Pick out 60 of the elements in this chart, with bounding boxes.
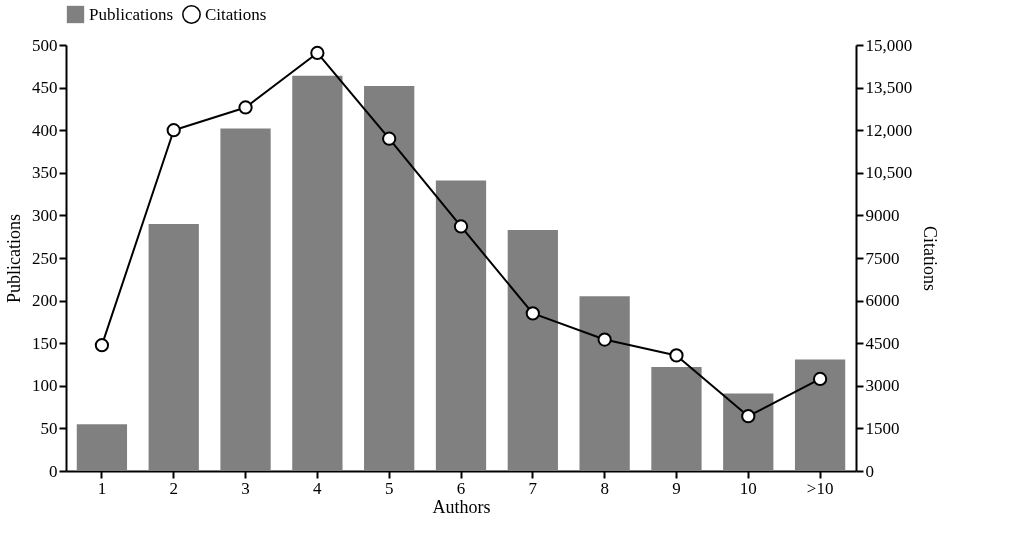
y-tick-label: 0 bbox=[49, 461, 58, 481]
point bbox=[382, 131, 397, 146]
y2-tick-label: 4500 bbox=[865, 333, 900, 353]
y2-tick-label: 15,000 bbox=[865, 35, 913, 55]
x-tick-label: 5 bbox=[384, 478, 394, 498]
x-tick-label: >10 bbox=[806, 478, 834, 498]
bar bbox=[364, 85, 415, 471]
bar bbox=[292, 75, 343, 471]
x-tick-label: 8 bbox=[600, 478, 609, 498]
x-tick-label: 6 bbox=[456, 478, 466, 498]
y-tick-label: 50 bbox=[40, 418, 58, 438]
y2-tick-label: 13,500 bbox=[865, 78, 913, 98]
x-tick-label: 1 bbox=[97, 478, 107, 498]
x-tick-label: 9 bbox=[672, 478, 681, 498]
y-tick-label: 150 bbox=[32, 333, 58, 353]
point bbox=[741, 409, 756, 424]
y-tick-label: 300 bbox=[32, 205, 58, 225]
point bbox=[525, 306, 540, 321]
x-tick-label: 10 bbox=[739, 478, 757, 498]
y-tick-label: 400 bbox=[32, 120, 58, 140]
y2-tick-label: 10,500 bbox=[865, 163, 913, 183]
y-axis-title: Publications bbox=[4, 214, 24, 303]
y2-tick-label: 6000 bbox=[865, 291, 900, 311]
x-axis-title: Authors bbox=[432, 496, 491, 517]
point bbox=[669, 348, 684, 363]
bar bbox=[220, 128, 271, 471]
y-tick-label: 450 bbox=[32, 78, 58, 98]
y2-tick-label: 12,000 bbox=[865, 120, 913, 140]
bar bbox=[76, 424, 128, 471]
y-tick-label: 100 bbox=[32, 376, 58, 396]
legend-label: Publications bbox=[89, 4, 174, 24]
point bbox=[238, 100, 253, 115]
bar bbox=[435, 180, 487, 471]
y-tick-label: 350 bbox=[32, 163, 58, 183]
point bbox=[453, 219, 469, 234]
point bbox=[310, 45, 325, 61]
bar bbox=[579, 296, 630, 471]
y2-tick-label: 0 bbox=[865, 461, 874, 481]
y-tick-label: 200 bbox=[32, 291, 58, 311]
bar bbox=[794, 359, 846, 471]
bar bbox=[507, 229, 558, 471]
y2-tick-label: 9000 bbox=[865, 205, 900, 225]
x-tick-label: 7 bbox=[528, 478, 538, 498]
point bbox=[812, 371, 828, 387]
y-tick-label: 250 bbox=[32, 248, 58, 268]
bar bbox=[723, 393, 774, 471]
y-tick-label: 500 bbox=[32, 35, 58, 55]
y2-axis-title: Citations bbox=[920, 225, 941, 292]
point bbox=[597, 332, 612, 347]
bar bbox=[148, 223, 199, 471]
y2-tick-label: 1500 bbox=[865, 418, 900, 438]
x-tick-label: 3 bbox=[241, 478, 250, 498]
point bbox=[94, 338, 110, 353]
x-tick-label: 4 bbox=[313, 478, 323, 498]
y2-tick-label: 7500 bbox=[865, 248, 900, 268]
point bbox=[166, 123, 181, 138]
legend-label: Citations bbox=[205, 4, 267, 24]
x-tick-label: 2 bbox=[169, 478, 178, 498]
bar bbox=[651, 367, 702, 471]
y2-tick-label: 3000 bbox=[865, 376, 900, 396]
